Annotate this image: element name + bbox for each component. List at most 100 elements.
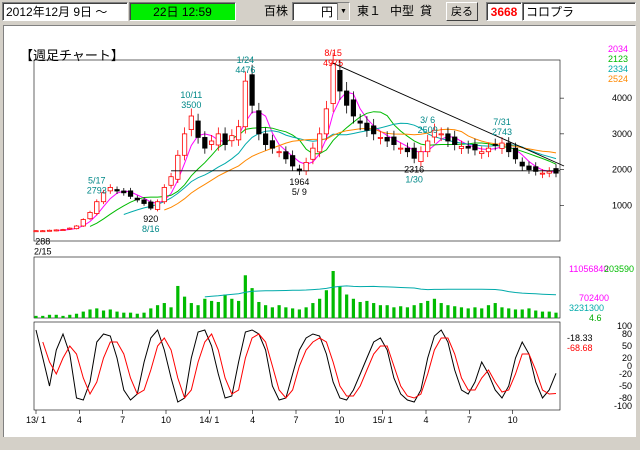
price-y-tick: 1000 [612,200,632,210]
candle-body [175,154,181,180]
volume-bar [122,312,126,318]
candle-body [283,151,289,160]
candle-body [438,133,444,136]
trendlines [171,62,565,172]
currency-select[interactable]: 円 ▼ [292,2,350,21]
annotation-date: 2/15 [34,247,52,257]
volume-bar [372,303,376,318]
candle-body [235,126,242,141]
annotation-value: 2793 [87,186,107,196]
volume-bar [520,309,524,318]
volume-bar [466,308,470,318]
annotation-date: 5/17 [88,176,106,186]
x-tick-label: 15/ 1 [373,415,393,425]
candle-body [290,155,296,167]
volume-bar [182,296,187,318]
volume-bar [527,308,531,318]
horizontal-scrollbar[interactable] [3,437,636,447]
volume-bar [304,307,308,318]
candle-body [121,190,127,194]
candle-body [40,230,46,233]
chevron-down-icon[interactable]: ▼ [337,3,349,20]
annotation-value: 2316 [404,164,424,174]
annotation-value: 3500 [181,100,201,110]
volume-bar [47,314,52,318]
candle-body [195,120,201,138]
candle-body [73,225,80,230]
oscillator-y-tick: 0 [627,361,632,371]
oscillator-legend-value: -18.33 [567,333,593,343]
volume-bar [426,300,430,318]
volume-bar [331,271,335,318]
volume-legend-value: 11056840 [569,264,608,274]
oscillator-y-tick: -50 [619,381,632,391]
annotation-date: 1/30 [405,174,423,184]
annotation-value: 2743 [492,127,512,137]
stock-name-field[interactable]: コロプラ [522,2,636,21]
candle-body [208,140,215,145]
candle-body [371,125,377,135]
chart-panel: 【週足チャート】 288 2/15 5/17 2793 920 8/16 10/11 3500… [3,25,636,445]
volume-bar [534,310,538,318]
candle-body [344,90,350,106]
candle-body [350,99,357,117]
candle-body [533,166,539,172]
candle-body [431,129,438,138]
volume-bar [358,301,362,318]
x-tick-label: 7 [293,415,298,425]
resistance-trendline [332,62,565,167]
volume-bar [115,311,119,318]
annotation-value: 2509 [418,125,438,135]
ma-legend-value: 2034 [608,44,628,54]
volume-bar [162,303,166,318]
x-tick-label: 4 [423,415,428,425]
volume-bar [142,312,146,318]
candle-body [141,199,147,204]
ma-legend-value: 2334 [608,64,628,74]
volume-bar [351,298,356,318]
candle-body [411,147,417,159]
oscillator-y-tick: -100 [614,401,632,411]
back-button[interactable]: 戻る [446,2,478,21]
oscillator-y-tick: 20 [622,353,632,363]
candle-body [330,62,336,104]
ma-legend-value: 2123 [608,54,628,64]
oscillator-y-tick: 80 [622,329,632,339]
volume-bar [108,309,112,318]
candle-body [398,147,404,150]
candle-body [519,161,525,167]
chart-title: 【週足チャート】 [20,48,124,63]
candle-body [357,120,363,124]
volume-legend-value: 4.6 [589,313,602,323]
volume-bar [209,300,214,318]
range-end-field[interactable]: 22日 12:59 [129,2,236,21]
volume-bar [453,306,457,318]
price-y-axis: 1000 2000 3000 4000 [560,93,632,210]
stock-code-field[interactable]: 3668 [486,2,522,21]
volume-bar [419,303,423,318]
volume-bar [554,312,558,318]
volume-bar [284,307,288,318]
currency-value: 円 [321,5,334,19]
candle-body [33,230,39,233]
annotation-value: 1964 [289,177,309,187]
candle-body [188,115,194,130]
date-field[interactable]: 2012年12月 9日 ～ [2,2,128,21]
annotation-date: 7/31 [493,117,511,127]
candle-body [499,142,505,149]
x-tick-label: 13/ 1 [26,415,46,425]
candle-body [181,133,188,156]
candle-body [479,151,485,154]
candle-body [512,147,519,160]
volume-bar [74,313,79,318]
candle-body [263,133,269,145]
price-y-tick: 2000 [612,165,632,175]
volume-bar [297,309,301,318]
candle-body [60,229,66,231]
volume-bar [540,311,545,318]
volume-bar [135,313,139,318]
volume-bar [507,308,511,318]
x-tick-label: 7 [120,415,125,425]
oscillator-legend-value: -68.68 [567,343,593,353]
